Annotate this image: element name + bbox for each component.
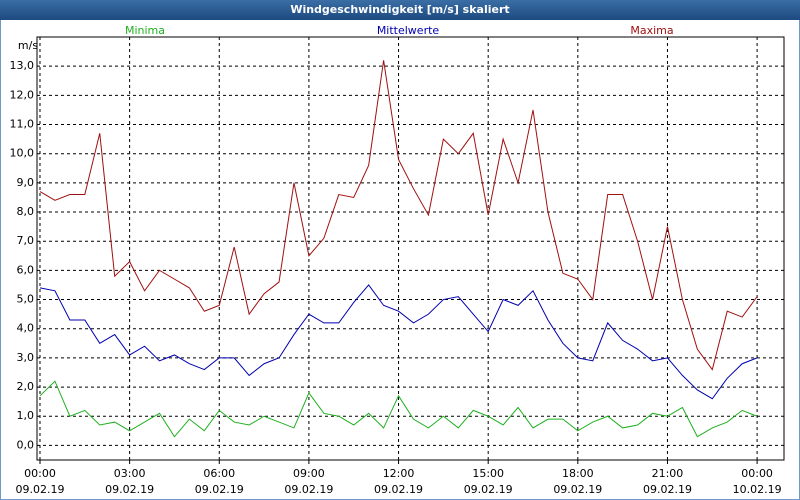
legend-entry: Minima: [125, 24, 165, 37]
y-tick-label: 3,0: [17, 351, 35, 364]
title-bar: [0, 0, 800, 20]
y-tick-label: 12,0: [10, 88, 35, 101]
data-line: [39, 284, 758, 400]
y-axis-label: m/s: [18, 39, 38, 52]
x-tick-label: 15:00 09.02.19: [463, 467, 513, 496]
y-tick-label: 5,0: [17, 293, 35, 306]
y-tick-label: 6,0: [17, 263, 35, 276]
y-tick-label: 1,0: [17, 409, 35, 422]
y-tick-label: 8,0: [17, 205, 35, 218]
y-tick-label: 9,0: [17, 176, 35, 189]
x-tick-label: 12:00 09.02.19: [374, 467, 424, 496]
data-line: [39, 380, 758, 438]
y-tick-label: 11,0: [10, 118, 35, 131]
legend-entry: Maxima: [630, 24, 673, 37]
y-tick-label: 7,0: [17, 234, 35, 247]
y-tick-label: 2,0: [17, 380, 35, 393]
x-tick-label: 03:00 09.02.19: [105, 467, 155, 496]
y-tick-label: 0,0: [17, 438, 35, 451]
chart-title: Windgeschwindigkeit [m/s] skaliert: [290, 3, 509, 16]
legend-entry: Mittelwerte: [377, 24, 440, 37]
y-tick-label: 10,0: [10, 147, 35, 160]
y-tick-label: 13,0: [10, 59, 35, 72]
x-tick-label: 21:00 09.02.19: [642, 467, 692, 496]
data-line: [39, 60, 758, 371]
x-tick-label: 18:00 09.02.19: [553, 467, 603, 496]
plot-frame: [36, 36, 785, 461]
y-tick-label: 4,0: [17, 322, 35, 335]
x-tick-label: 00:00 10.02.19: [732, 467, 782, 496]
x-tick-label: 00:00 09.02.19: [15, 467, 65, 496]
x-tick-label: 09:00 09.02.19: [284, 467, 334, 496]
x-tick-label: 06:00 09.02.19: [194, 467, 244, 496]
